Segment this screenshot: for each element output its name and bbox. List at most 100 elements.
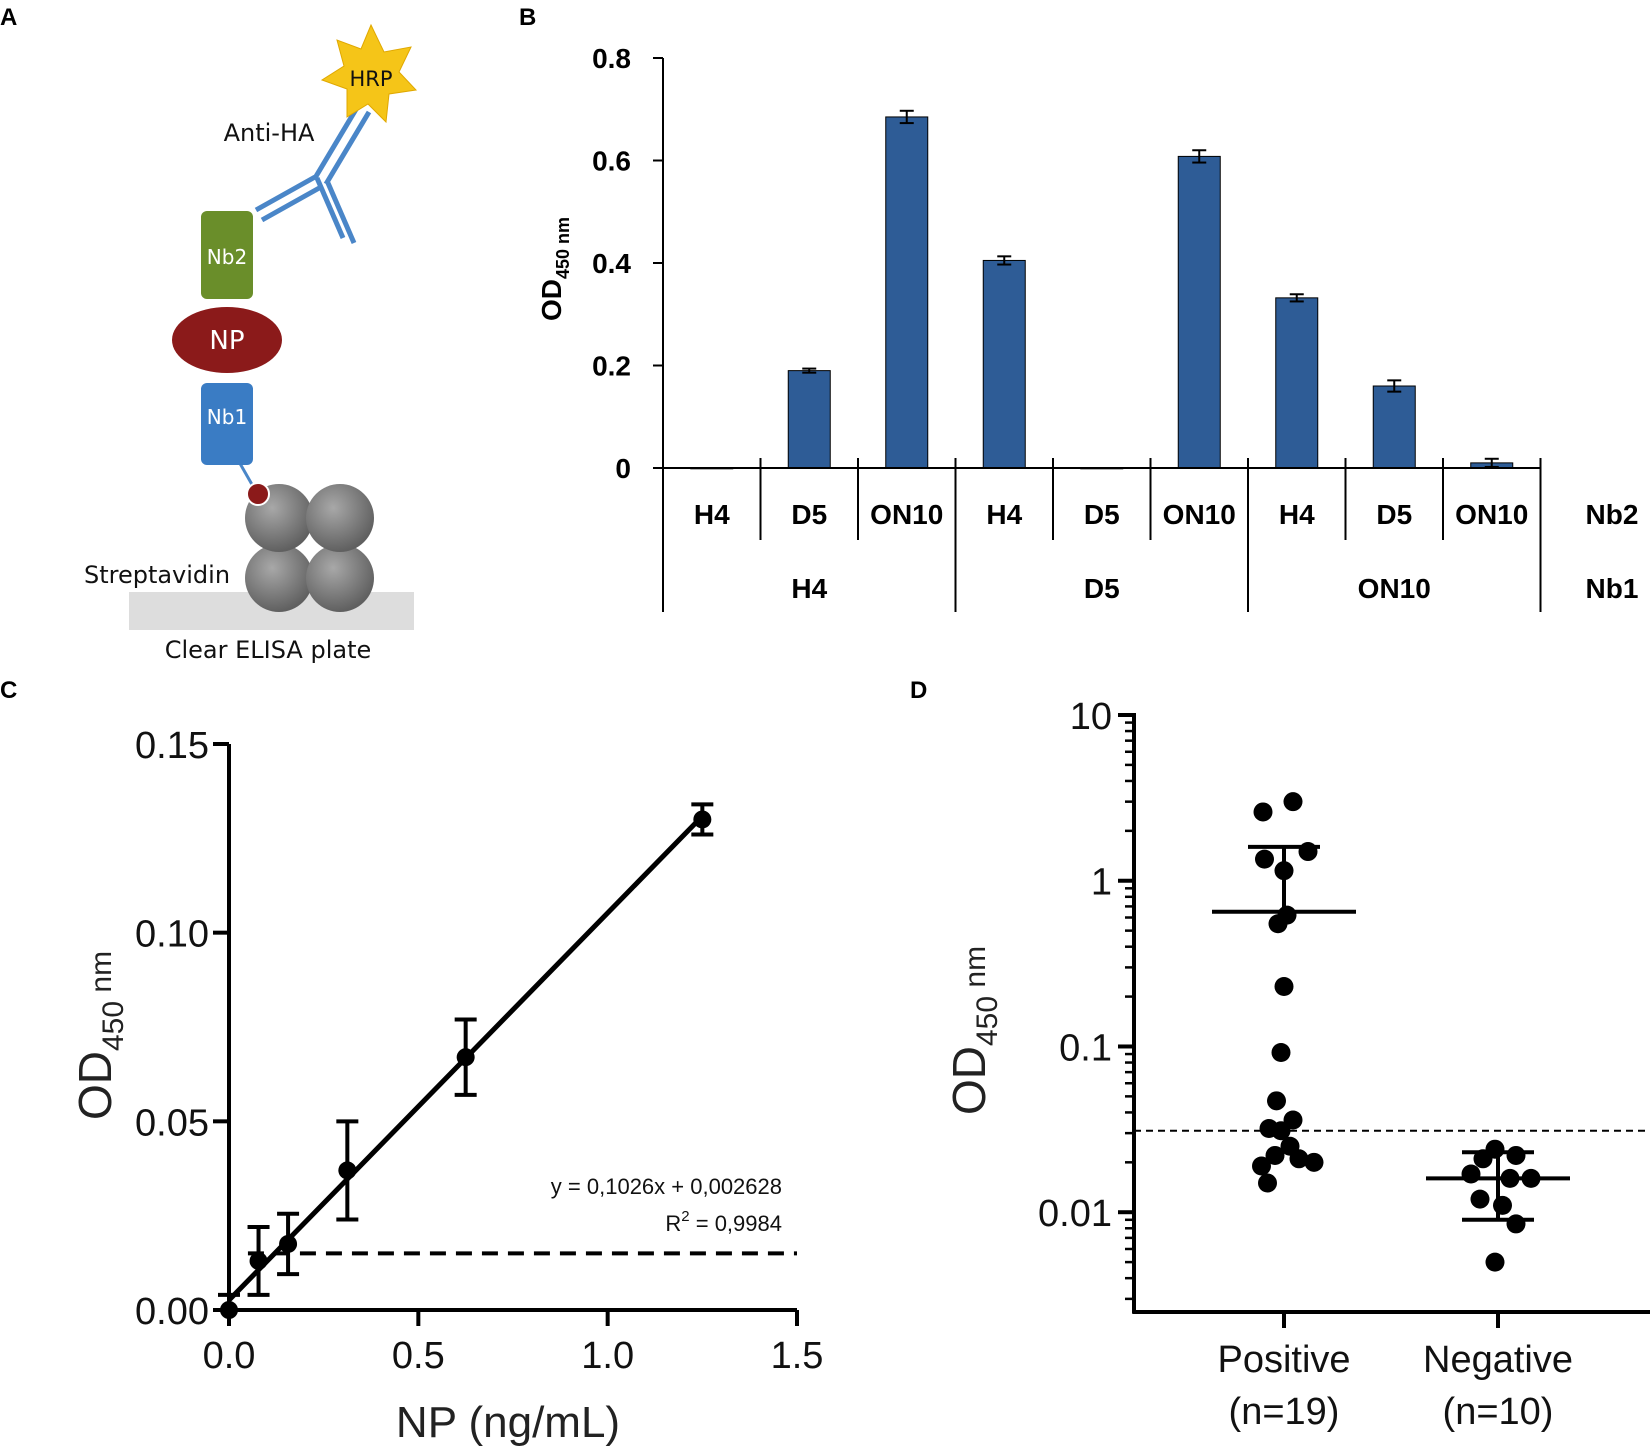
panel-label-a: A	[0, 4, 17, 31]
negative-point	[1506, 1145, 1526, 1165]
bar	[1275, 297, 1319, 469]
ylabel-d: OD450 nm	[943, 946, 1004, 1115]
anti-ha-label: Anti-HA	[224, 119, 315, 147]
positive-point	[1258, 1173, 1277, 1193]
nb2-label: Nb2	[207, 245, 247, 269]
positive-point	[1255, 849, 1274, 869]
xlabel-c: NP (ng/mL)	[396, 1398, 620, 1446]
y-tick-label-c: 0.15	[135, 725, 209, 767]
panel-label-b: B	[519, 4, 536, 31]
hrp-star	[320, 23, 418, 124]
y-tick-label-d: 10	[1070, 696, 1112, 738]
panel-a: A Nb1 NP Nb2	[0, 4, 418, 664]
data-point	[456, 1048, 475, 1067]
positive-point	[1304, 1152, 1324, 1172]
category-label: Positive	[1217, 1339, 1350, 1381]
positive-point	[1283, 792, 1303, 812]
negative-point	[1493, 1195, 1512, 1215]
bar	[787, 370, 831, 469]
np-shape	[172, 307, 282, 373]
data-point	[338, 1161, 357, 1180]
x-tick-label-c: 0.5	[392, 1335, 445, 1377]
nb2-category-label: ON10	[1455, 499, 1528, 530]
positive-point	[1274, 977, 1294, 997]
data-point	[249, 1251, 268, 1270]
positive-point	[1271, 1042, 1291, 1062]
np-label: NP	[209, 326, 244, 356]
y-tick-label-b: 0.8	[592, 43, 631, 74]
panel-d: D OD450 nm 10 1 0.1 0.01 Positive (n=19) Negat…	[910, 677, 1650, 1433]
nb2-category-label: ON10	[870, 499, 943, 530]
y-tick-label-c: 0.00	[135, 1291, 209, 1333]
negative-point	[1521, 1168, 1541, 1188]
nb1-label: Nb1	[207, 405, 247, 429]
streptavidin-label: Streptavidin	[84, 561, 230, 589]
data-point	[220, 1301, 238, 1319]
y-tick-label-b: 0.4	[592, 248, 631, 279]
category-n-label: (n=19)	[1229, 1391, 1340, 1433]
row-label-nb2: Nb2	[1586, 499, 1639, 530]
y-tick-label-b: 0.6	[592, 146, 631, 177]
nb1-group-label: H4	[791, 573, 827, 604]
bar	[982, 259, 1026, 469]
positive-point	[1277, 905, 1297, 925]
positive-point	[1252, 1156, 1271, 1176]
positive-point	[1267, 1091, 1286, 1111]
anti-ha-antibody	[254, 104, 372, 244]
positive-point	[1274, 861, 1294, 881]
negative-point	[1500, 1168, 1520, 1188]
panel-b: B OD450 nm 0 0.2 0.4 0.6 0.8 H4 D5 ON10 H4 D5 ON1…	[519, 4, 1638, 612]
negative-point	[1506, 1214, 1526, 1234]
category-n-label: (n=10)	[1443, 1391, 1554, 1433]
nb2-category-label: D5	[1084, 499, 1120, 530]
hrp-label: HRP	[349, 67, 392, 91]
bar	[1372, 385, 1416, 469]
negative-point	[1461, 1164, 1481, 1184]
ylabel-b: OD450 nm	[536, 217, 573, 321]
panel-label-d: D	[910, 677, 927, 704]
y-tick-label-b: 0.2	[592, 351, 631, 382]
y-tick-label-d: 1	[1091, 862, 1112, 904]
y-tick-label-c: 0.05	[135, 1102, 209, 1144]
y-tick-label-d: 0.01	[1038, 1193, 1112, 1235]
r-squared: R2 = 0,9984	[665, 1208, 782, 1236]
positive-point	[1271, 1121, 1291, 1141]
data-point	[279, 1234, 298, 1253]
row-label-nb1: Nb1	[1586, 573, 1639, 604]
bar	[1177, 155, 1221, 469]
y-tick-label-d: 0.1	[1059, 1027, 1112, 1069]
ylabel-c: OD450 nm	[69, 951, 130, 1120]
nb1-group-label: ON10	[1358, 573, 1431, 604]
nb2-category-label: H4	[1279, 499, 1315, 530]
x-tick-label-c: 0.0	[203, 1335, 256, 1377]
nb2-category-label: D5	[1376, 499, 1412, 530]
positive-point	[1253, 802, 1273, 822]
y-tick-label-b: 0	[615, 453, 631, 484]
positive-point	[1265, 1145, 1285, 1165]
category-label: Negative	[1423, 1339, 1573, 1381]
biotin-dot	[246, 482, 270, 506]
fit-equation: y = 0,1026x + 0,002628	[551, 1174, 782, 1199]
panel-c: C OD450 nm NP (ng/mL) 0.00 0.05 0.10 0.15 0.…	[0, 677, 823, 1446]
y-tick-label-c: 0.10	[135, 914, 209, 956]
positive-point	[1289, 1149, 1309, 1169]
positive-point	[1298, 842, 1318, 862]
x-tick-label-c: 1.0	[581, 1335, 634, 1377]
plate-label: Clear ELISA plate	[165, 636, 372, 664]
x-tick-label-c: 1.5	[771, 1335, 824, 1377]
nb1-group-label: D5	[1084, 573, 1120, 604]
nb1-shape	[201, 383, 253, 465]
streptavidin-tetramer	[245, 484, 374, 612]
negative-point	[1470, 1189, 1490, 1209]
panel-label-c: C	[0, 677, 17, 704]
bar	[885, 116, 929, 469]
nb2-category-label: D5	[791, 499, 827, 530]
nb2-shape	[201, 211, 253, 299]
nb2-category-label: H4	[986, 499, 1022, 530]
negative-point	[1485, 1252, 1505, 1272]
nb2-category-label: H4	[694, 499, 730, 530]
negative-point	[1473, 1149, 1493, 1169]
data-point	[693, 810, 712, 829]
nb2-category-label: ON10	[1163, 499, 1236, 530]
